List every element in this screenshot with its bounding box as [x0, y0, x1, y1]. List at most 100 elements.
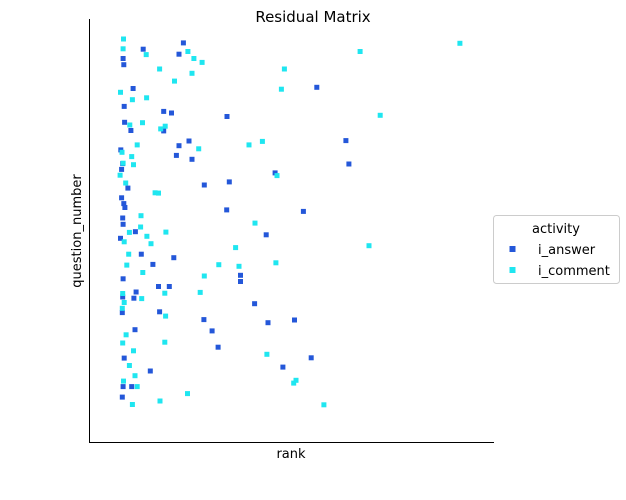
point-i-comment: [134, 142, 140, 148]
point-i-answer: [180, 40, 186, 46]
point-i-answer: [215, 344, 221, 350]
point-i-answer: [119, 166, 125, 172]
point-i-answer: [125, 185, 131, 191]
point-i-comment: [293, 377, 299, 383]
point-i-comment: [126, 251, 132, 257]
point-i-answer: [280, 364, 286, 370]
point-i-comment: [140, 270, 146, 275]
point-i-comment: [157, 398, 163, 404]
point-i-comment: [144, 233, 150, 239]
point-i-answer: [209, 328, 215, 334]
point-i-comment: [139, 296, 145, 302]
point-i-answer: [224, 207, 230, 213]
point-i-answer: [161, 108, 167, 114]
legend: activity i_answer i_comment: [493, 215, 620, 284]
point-i-comment: [191, 56, 197, 61]
point-i-comment: [121, 378, 126, 384]
point-i-answer: [121, 103, 127, 109]
point-i-answer: [120, 294, 126, 300]
point-i-comment: [140, 120, 145, 126]
point-i-answer: [201, 182, 207, 188]
point-i-comment: [129, 154, 135, 160]
point-i-answer: [157, 309, 163, 315]
y-axis-label: question_number: [70, 174, 85, 288]
point-i-comment: [126, 229, 132, 235]
point-i-answer: [147, 368, 153, 374]
point-i-comment: [152, 190, 158, 196]
point-i-answer: [272, 170, 278, 176]
point-i-comment: [162, 339, 168, 345]
point-i-comment: [121, 300, 127, 305]
point-i-comment: [148, 241, 154, 247]
point-i-answer: [138, 251, 144, 257]
point-i-answer: [122, 119, 128, 125]
point-i-answer: [121, 355, 127, 361]
point-i-answer: [119, 195, 125, 201]
point-i-comment: [129, 97, 135, 103]
point-i-answer: [121, 201, 127, 207]
point-i-answer: [120, 221, 126, 227]
point-i-answer: [119, 310, 125, 316]
point-i-comment: [264, 351, 270, 357]
point-i-answer: [130, 86, 136, 91]
point-i-answer: [132, 327, 138, 333]
point-i-answer: [300, 208, 306, 214]
point-i-comment: [457, 40, 463, 46]
point-i-answer: [343, 138, 349, 144]
point-i-answer: [176, 51, 182, 57]
point-i-answer: [238, 279, 243, 284]
point-i-comment: [156, 190, 161, 196]
point-i-comment: [185, 391, 190, 397]
point-i-comment: [196, 146, 202, 152]
point-i-comment: [123, 332, 129, 338]
data-points: [117, 36, 463, 408]
point-i-comment: [366, 243, 372, 249]
point-i-comment: [158, 126, 164, 132]
point-i-answer: [314, 84, 320, 90]
point-i-comment: [259, 138, 265, 144]
point-i-comment: [120, 340, 126, 346]
point-i-answer: [140, 46, 146, 52]
point-i-comment: [124, 262, 130, 268]
point-i-comment: [377, 112, 383, 118]
point-i-comment: [121, 239, 127, 245]
point-i-comment: [357, 49, 363, 54]
point-i-answer: [173, 152, 179, 158]
point-i-comment: [281, 66, 287, 72]
legend-label-i-comment: i_comment: [538, 264, 610, 279]
point-i-comment: [172, 78, 177, 84]
point-i-comment: [157, 66, 163, 72]
point-i-comment: [185, 49, 191, 54]
point-i-comment: [117, 172, 123, 178]
point-i-comment: [162, 123, 168, 129]
legend-marker-i-comment: [509, 267, 516, 273]
point-i-answer: [120, 215, 126, 221]
point-i-answer: [201, 317, 207, 323]
point-i-comment: [273, 260, 279, 266]
point-i-answer: [133, 289, 139, 295]
point-i-comment: [132, 373, 138, 379]
point-i-answer: [263, 232, 269, 238]
point-i-comment: [189, 70, 195, 76]
point-i-answer: [186, 138, 192, 144]
point-i-comment: [138, 224, 144, 230]
point-i-comment: [119, 149, 125, 155]
point-i-comment: [143, 52, 149, 58]
point-i-answer: [224, 114, 230, 119]
point-i-answer: [238, 272, 243, 278]
point-i-answer: [171, 255, 177, 261]
point-i-comment: [131, 348, 136, 354]
point-i-comment: [201, 273, 207, 279]
point-i-comment: [138, 213, 144, 219]
x-axis-label: rank: [276, 447, 306, 462]
point-i-answer: [150, 261, 156, 267]
point-i-comment: [162, 290, 168, 296]
point-i-comment: [120, 160, 126, 166]
point-i-comment: [119, 305, 125, 311]
point-i-comment: [126, 363, 132, 368]
point-i-answer: [121, 62, 127, 68]
point-i-comment: [120, 291, 126, 296]
chart-title: Residual Matrix: [255, 8, 370, 26]
point-i-answer: [226, 179, 232, 185]
point-i-answer: [132, 229, 138, 235]
